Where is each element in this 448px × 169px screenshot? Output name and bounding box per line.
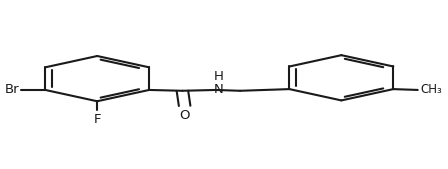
Text: N: N [214, 83, 223, 96]
Text: H: H [213, 70, 223, 83]
Text: Br: Br [4, 83, 19, 96]
Text: CH₃: CH₃ [420, 83, 442, 96]
Text: F: F [94, 113, 101, 126]
Text: O: O [179, 109, 190, 122]
